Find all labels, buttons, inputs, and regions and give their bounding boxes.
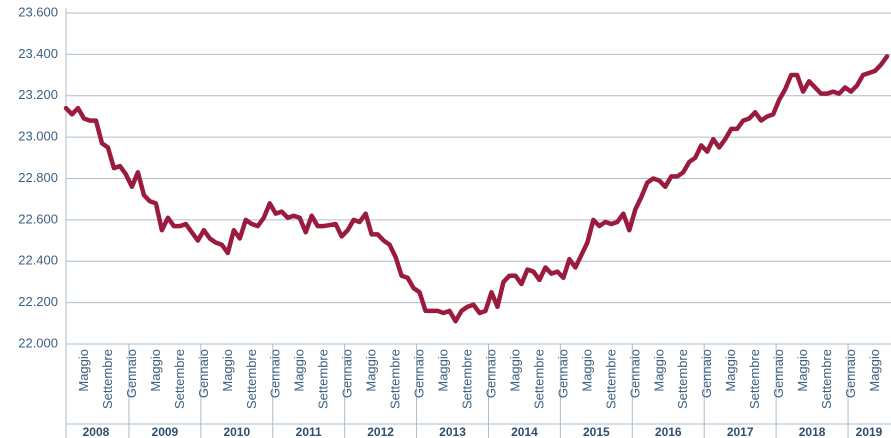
x-tick-label: Maggio <box>220 349 235 392</box>
x-group-label: 2009 <box>152 425 179 438</box>
x-tick-label: Gennaio <box>412 349 427 398</box>
x-group-label: 2012 <box>367 425 394 438</box>
x-tick-label: Settembre <box>819 349 834 409</box>
x-tick-label: Gennaio <box>843 349 858 398</box>
x-tick-label: Maggio <box>76 349 91 392</box>
y-tick-label: 23.400 <box>18 46 58 61</box>
x-group-label: 2015 <box>583 425 610 438</box>
y-tick-label: 22.200 <box>18 294 58 309</box>
x-tick-label: Settembre <box>747 349 762 409</box>
x-group-label: 2019 <box>856 425 883 438</box>
x-tick-label: Maggio <box>148 349 163 392</box>
y-tick-label: 22.400 <box>18 253 58 268</box>
x-tick-label: Settembre <box>603 349 618 409</box>
y-tick-label: 22.800 <box>18 170 58 185</box>
x-group-label: 2008 <box>83 425 110 438</box>
x-tick-label: Maggio <box>364 349 379 392</box>
x-tick-label: Gennaio <box>483 349 498 398</box>
x-tick-label: Settembre <box>460 349 475 409</box>
x-group-label: 2013 <box>439 425 466 438</box>
x-group-label: 2018 <box>799 425 826 438</box>
x-tick-label: Settembre <box>388 349 403 409</box>
x-group-label: 2016 <box>655 425 682 438</box>
x-tick-label: Gennaio <box>340 349 355 398</box>
x-tick-label: Maggio <box>579 349 594 392</box>
x-tick-label: Settembre <box>172 349 187 409</box>
x-group-label: 2010 <box>223 425 250 438</box>
x-tick-label: Settembre <box>100 349 115 409</box>
y-tick-label: 23.600 <box>18 4 58 19</box>
x-group-label: 2011 <box>296 425 322 438</box>
x-tick-label: Gennaio <box>268 349 283 398</box>
x-tick-label: Gennaio <box>627 349 642 398</box>
x-tick-label: Gennaio <box>771 349 786 398</box>
x-tick-label: Maggio <box>723 349 738 392</box>
y-tick-label: 23.000 <box>18 129 58 144</box>
x-tick-label: Gennaio <box>196 349 211 398</box>
x-tick-label: Gennaio <box>699 349 714 398</box>
x-tick-label: Gennaio <box>555 349 570 398</box>
x-tick-label: Maggio <box>867 349 882 392</box>
x-tick-label: Maggio <box>795 349 810 392</box>
y-tick-label: 22.000 <box>18 335 58 350</box>
x-group-label: 2014 <box>511 425 538 438</box>
x-tick-label: Settembre <box>531 349 546 409</box>
x-group-label: 2017 <box>727 425 754 438</box>
x-tick-label: Settembre <box>244 349 259 409</box>
x-tick-label: Maggio <box>651 349 666 392</box>
x-tick-label: Settembre <box>316 349 331 409</box>
x-tick-label: Maggio <box>507 349 522 392</box>
line <box>63 54 890 324</box>
x-tick-label: Maggio <box>292 349 307 392</box>
x-tick-label: Gennaio <box>124 349 139 398</box>
x-tick-label: Maggio <box>436 349 451 392</box>
x-tick-label: Settembre <box>675 349 690 409</box>
y-tick-label: 22.600 <box>18 211 58 226</box>
y-tick-label: 23.200 <box>18 87 58 102</box>
